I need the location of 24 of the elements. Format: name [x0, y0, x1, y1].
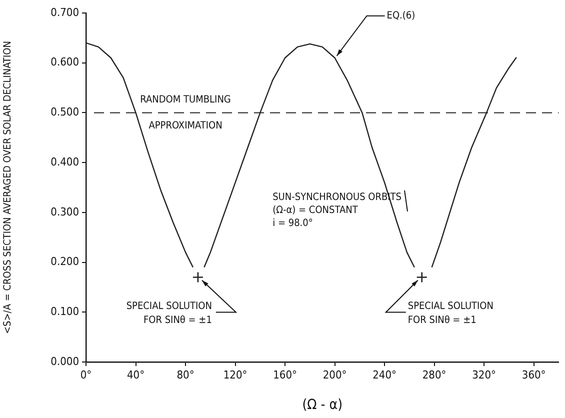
- y-tick-label: 0.600: [50, 56, 79, 69]
- y-axis-title: <S>/A = CROSS SECTION AVERAGED OVER SOLAR DECLINATION: [2, 41, 14, 334]
- annotation: EQ.(6): [386, 10, 416, 22]
- x-tick-label: 80°: [176, 368, 194, 382]
- x-tick-label: 0°: [80, 368, 92, 382]
- x-tick-label: 120°: [223, 368, 248, 382]
- x-tick-label: 40°: [126, 368, 145, 382]
- y-tick-label: 0.500: [50, 106, 79, 119]
- y-tick-label: 0.400: [50, 155, 79, 168]
- x-tick-label: 360°: [522, 368, 546, 382]
- y-tick-label: 0.700: [50, 6, 79, 19]
- y-tick-label: 0.200: [50, 255, 79, 268]
- annotation: SPECIAL SOLUTION FOR SINθ = ±1: [126, 300, 212, 326]
- x-tick-label: 280°: [422, 368, 446, 382]
- x-tick-label: 240°: [372, 368, 396, 382]
- x-tick-label: 160°: [273, 368, 297, 382]
- y-tick-label: 0.000: [50, 354, 79, 368]
- x-axis-title: (Ω - α): [302, 397, 343, 414]
- x-tick-label: 320°: [472, 368, 496, 382]
- annotation: SPECIAL SOLUTION FOR SINθ = ±1: [408, 300, 494, 326]
- y-tick-label: 0.100: [50, 305, 79, 318]
- x-tick-label: 200°: [322, 368, 347, 382]
- y-tick-label: 0.300: [50, 205, 79, 218]
- text: RANDOM TUMBLING APPROXIMATION: [140, 94, 231, 132]
